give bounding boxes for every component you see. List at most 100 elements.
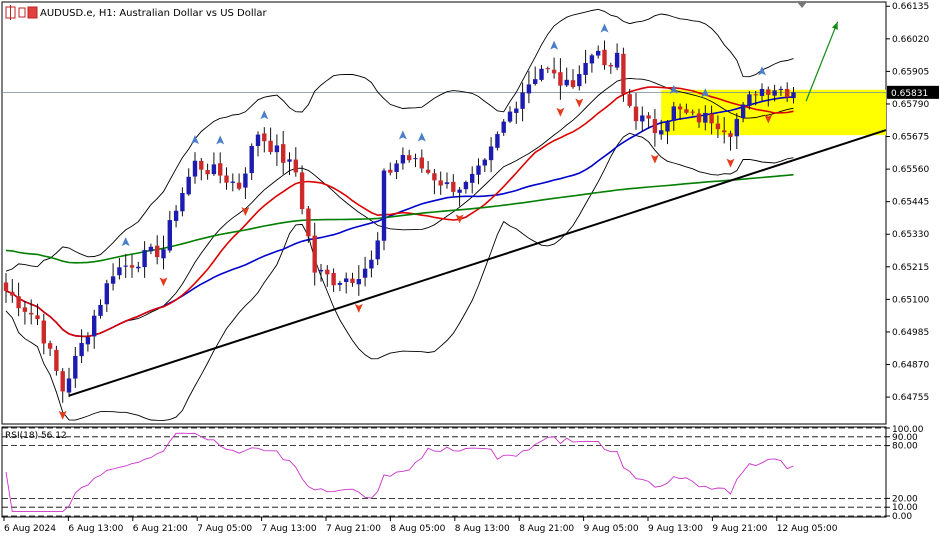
fractal-down-icon [650,154,659,164]
rsi-line [5,432,794,513]
candle [148,243,154,254]
candle [785,82,790,102]
bollinger-upper-band [5,8,794,272]
candle [117,257,122,280]
time-tick-label: 8 Aug 21:00 [519,524,574,534]
fractal-up-icon [701,88,710,98]
time-tick-label: 6 Aug 21:00 [133,524,188,534]
bollinger-middle-band [5,77,794,337]
candle [287,152,292,175]
candle [224,167,229,190]
candle [249,143,254,180]
fractal-down-icon [575,98,584,108]
candle [614,43,620,71]
candle [665,120,670,145]
fractal-down-icon [241,207,250,217]
candle [696,108,702,128]
candle [596,45,601,59]
candle [577,65,582,91]
time-tick-label: 12 Aug 05:00 [777,524,838,534]
price-tick-label: 0.64755 [892,393,929,403]
candle [470,166,475,194]
candle [167,210,172,253]
support-trendline[interactable] [68,129,887,397]
fractal-up-icon [191,135,199,145]
candle [514,101,519,124]
candle [671,101,676,131]
candle [526,70,532,104]
candle [728,130,733,151]
rsi-label: RSI(18) 56.12 [5,431,67,441]
candle [589,53,595,73]
candle [243,167,248,200]
candle [451,174,456,197]
fractal-down-icon [455,214,464,224]
main-plot-frame [1,1,887,425]
rsi-tick-label: 80.00 [892,442,918,452]
price-tick-label: 0.65905 [892,67,929,77]
candle [507,106,513,124]
fractal-up-icon [121,237,130,247]
candle [186,168,191,196]
candle [356,265,361,296]
price-tick-label: 0.65445 [892,198,929,208]
candle [400,147,406,170]
candle [684,103,689,115]
price-tick-label: 0.65100 [892,295,929,305]
candle [47,340,53,357]
candle [306,205,311,243]
candle [747,91,752,110]
time-tick-label: 9 Aug 05:00 [584,524,639,534]
candle [16,282,21,317]
candle [413,153,418,168]
candle [539,65,544,82]
price-tick-label: 0.66020 [892,35,929,45]
chart-shift-marker-icon[interactable] [797,2,807,8]
candle [488,137,494,173]
candle [344,272,349,294]
candle [759,83,765,102]
chart-title: AUDUSD.e, H1: Australian Dollar vs US Do… [40,8,268,19]
candle [255,131,261,157]
candle [79,329,84,364]
candle [627,88,632,108]
candle [520,82,525,122]
candle [350,272,355,287]
candle [476,158,481,185]
current-price-text: 0.65831 [891,89,928,99]
candle [236,173,242,191]
time-tick-label: 6 Aug 2024 [4,524,56,534]
candle [722,116,727,144]
chart-type-icon[interactable] [5,5,38,20]
candle [104,279,109,312]
candle [325,265,330,287]
fractal-down-icon [726,158,735,168]
time-tick-label: 9 Aug 21:00 [712,524,767,534]
candle [501,119,506,136]
candle [558,58,563,100]
candle [659,119,664,140]
candle [205,163,210,180]
candle [199,157,204,181]
candle [602,40,607,70]
fractal-down-icon [354,303,363,313]
time-tick-label: 7 Aug 05:00 [197,524,252,534]
candle [180,187,185,217]
candle [142,241,147,278]
candle [646,112,651,129]
time-tick-label: 7 Aug 21:00 [326,524,381,534]
rsi-tick-label: 90.00 [892,433,918,443]
projection-arrow [805,21,839,102]
rsi-tick-label: 10.00 [892,503,918,513]
candle [740,102,746,123]
candle [10,279,15,303]
candle [230,173,235,192]
candle [753,90,758,106]
fractal-down-icon [764,114,773,124]
candle [791,86,796,104]
fractal-up-icon [758,66,766,76]
candle [690,109,695,116]
candle [482,158,487,172]
candle [715,115,721,138]
